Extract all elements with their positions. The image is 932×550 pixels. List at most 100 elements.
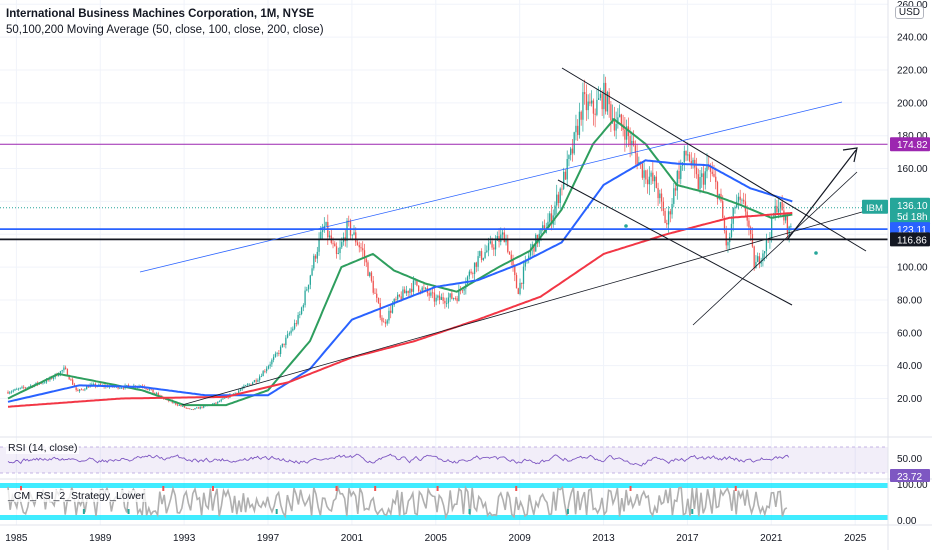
candle-body [549,213,551,222]
x-tick-label: 1997 [257,533,280,544]
candle-body [119,387,121,389]
candle-body [356,242,359,246]
candle-body [695,167,698,175]
ma-line-1 [7,117,793,407]
candle-body [688,154,691,162]
candle-body [690,161,692,166]
candle-body [35,382,37,385]
candle-body [671,203,673,215]
candle-body [248,383,250,385]
candle-body [222,398,224,400]
candle-body [215,402,217,404]
cm-rsi-label[interactable]: _CM_RSI_2_Strategy_Lower [6,490,147,502]
candle-body [65,367,67,369]
price-axis[interactable]: 20.0040.0060.0080.00100.00120.00140.0016… [887,0,928,550]
candle-body [431,292,434,294]
candle-body [578,111,581,135]
candle-body [510,254,512,260]
candle-body [625,126,628,140]
candle-body [257,380,259,382]
time-axis[interactable]: 1985 1989 1993 1997 2001 2005 2009 2013 2017 2021… [5,533,866,544]
candle-body [489,241,491,244]
candle-body [666,223,668,225]
candle-body [127,384,130,387]
x-tick-label: 2001 [341,533,364,544]
candle-body [234,392,236,394]
cm-top-band [0,483,888,488]
candle-body [258,376,261,381]
candle-body [667,211,670,225]
candle-body [339,247,341,254]
candle-body [491,241,493,248]
candle-body [395,299,397,300]
candle-body [480,251,483,260]
candle-body [61,370,63,372]
candle-body [360,247,362,249]
candle-body [653,176,656,182]
candle-body [300,307,303,315]
long-blue-trend [139,101,843,273]
candle-body [281,343,284,347]
candle-body [311,268,313,276]
candle-body [589,101,591,104]
arrow-head [842,147,858,163]
candle-body [196,407,198,409]
candle-body [16,388,18,390]
y-tick-label: 260.00 [897,0,928,11]
candle-body [180,405,182,407]
candle-body [241,388,243,390]
cm-signal [468,509,471,514]
indicator-legend[interactable]: 50,100,200 Moving Average (50, close, 10… [6,24,324,36]
candle-body [500,234,502,242]
rsi-badge-text: 23.72 [897,472,922,483]
candle-body [278,353,280,354]
candle-body [316,251,318,259]
symbol-badge [862,199,888,214]
candle-body [704,171,706,185]
candle-body [701,173,703,178]
candle-body [260,376,263,377]
candle-body [449,293,451,298]
candle-body [190,409,193,410]
rsi-label[interactable]: RSI (14, close) [6,442,80,454]
candle-body [269,364,271,367]
candle-body [253,380,256,383]
level-badge-black [890,232,930,247]
candle-body [591,100,593,104]
candle-body [613,118,616,131]
candle-body [155,393,158,394]
candle-body [267,366,270,369]
candle-body [293,323,296,329]
candle-body [386,320,388,324]
candle-body [764,251,766,254]
candle-body [10,391,13,393]
candle-body [440,297,443,300]
candle-body [28,386,30,388]
candle-body [68,376,70,380]
candle-body [377,297,380,304]
candle-body [594,113,596,115]
x-tick-label: 2021 [760,533,783,544]
candle-body [713,173,715,177]
candle-body [472,273,474,275]
candle-body [325,222,327,226]
candle-body [669,211,671,215]
candle-body [475,262,477,267]
candle-body [447,297,450,304]
candle-body [295,323,297,324]
candle-body [685,150,687,156]
candle-body [239,389,242,391]
candle-body [286,334,289,338]
candle-body [150,389,152,391]
candle-body [655,176,657,188]
candle-body [66,368,69,377]
candle-body [12,390,14,392]
candle-body [659,193,661,199]
candle-body [748,220,750,228]
currency-label[interactable]: USD [894,6,924,19]
candle-body [362,248,364,251]
candle-body [372,280,374,293]
candle-body [374,292,376,294]
